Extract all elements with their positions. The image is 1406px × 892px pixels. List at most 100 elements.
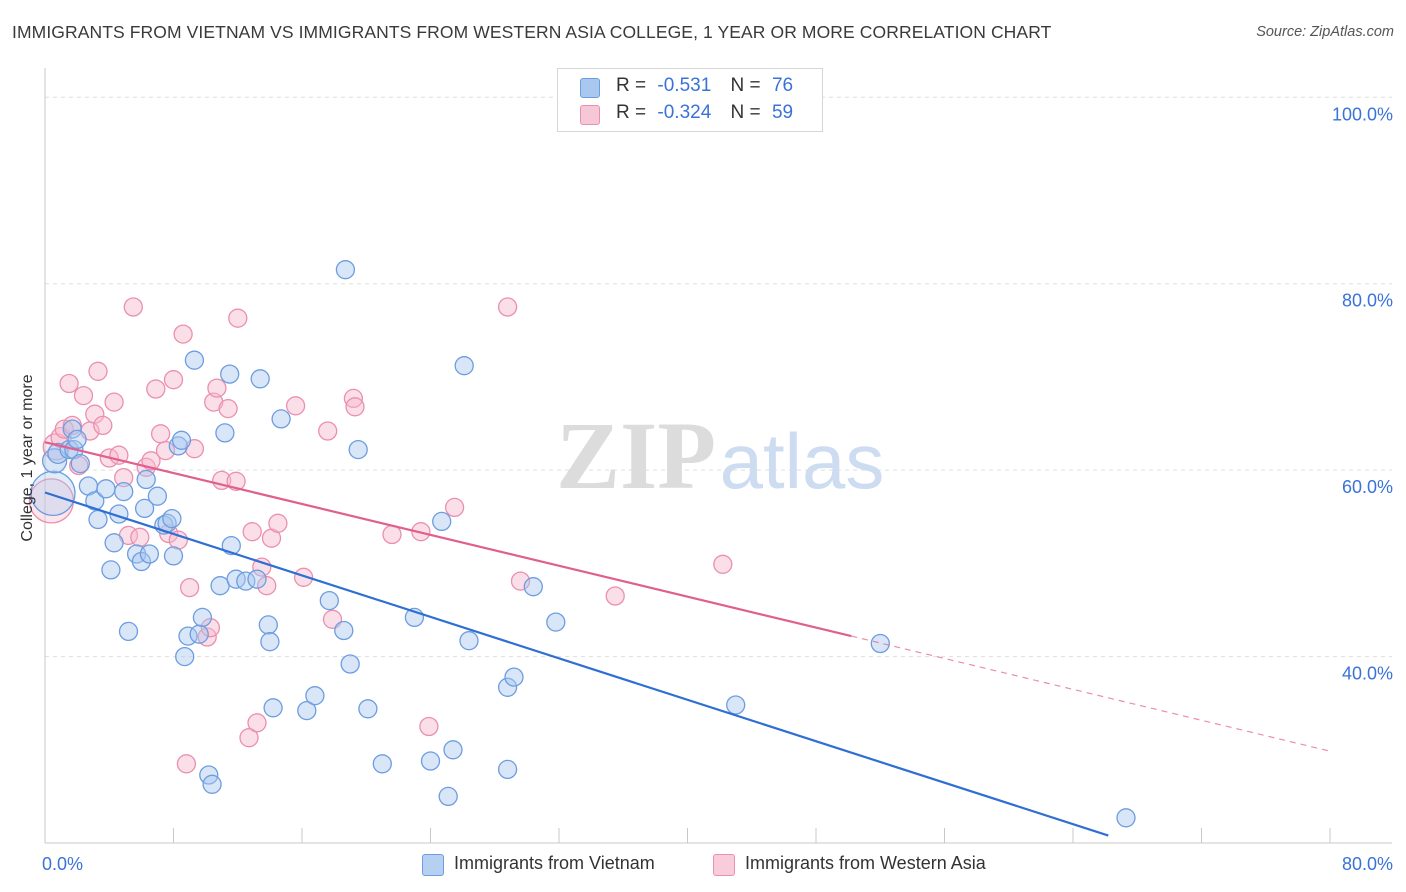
western-asia-point (73, 385, 94, 406)
western-asia-point (345, 397, 365, 417)
legend-n-label: N = (730, 75, 761, 96)
western-asia-point (59, 373, 79, 394)
watermark-atlas: atlas (720, 417, 885, 505)
vietnam-point (432, 511, 452, 532)
western-asia-point (176, 754, 197, 774)
western-asia-point (239, 728, 259, 748)
vietnam-point (340, 654, 360, 674)
western-asia-point (173, 324, 193, 344)
vietnam-point (210, 576, 230, 596)
vietnam-point (870, 633, 890, 654)
vietnam-point (96, 479, 116, 499)
stats-legend: R = -0.531 N = 76 R = -0.324 N = 59 (557, 68, 823, 132)
vietnam-point (114, 481, 134, 502)
western-asia-point (247, 713, 267, 733)
vietnam-point (139, 544, 160, 564)
vietnam-point (220, 364, 240, 384)
vietnam-point (260, 632, 280, 652)
vietnam-point (305, 686, 325, 706)
legend-label-vietnam: Immigrants from Vietnam (454, 853, 655, 873)
y-tick-label: 80.0% (1342, 291, 1393, 311)
western-asia-point (207, 378, 227, 398)
legend-swatch-vietnam (422, 854, 444, 876)
vietnam-point (30, 470, 76, 517)
vietnam-point (263, 698, 283, 718)
western-asia-point (419, 716, 439, 737)
vietnam-point (147, 486, 168, 506)
vietnam-point (168, 436, 188, 456)
legend-r-value: -0.324 (657, 102, 712, 123)
vietnam-point (258, 615, 278, 635)
western-asia-point (168, 530, 188, 550)
western-asia-point (163, 370, 184, 390)
vietnam-point (546, 612, 566, 632)
vietnam-point (226, 569, 246, 589)
vietnam-point (104, 533, 124, 553)
western-asia-point (218, 398, 238, 419)
western-asia-point (226, 471, 246, 491)
western-asia-point (242, 522, 262, 542)
western-asia-point (130, 527, 150, 547)
tick-labels: 40.0% 60.0% 80.0% 100.0% 0.0% 80.0% (42, 104, 1393, 874)
vietnam-point (67, 429, 87, 450)
vietnam-point (726, 695, 746, 715)
vietnam-point (319, 590, 339, 611)
vietnam-point (171, 430, 192, 450)
vietnam-point (134, 498, 155, 519)
chart-title: IMMIGRANTS FROM VIETNAM VS IMMIGRANTS FR… (12, 22, 1052, 42)
vietnam-point (85, 491, 105, 511)
legend-swatch-western-asia (713, 854, 735, 876)
western-asia-point (200, 618, 221, 638)
vietnam-point (497, 759, 518, 780)
vietnam-point (136, 469, 156, 490)
western-asia-point (123, 297, 143, 317)
data-points (28, 260, 1136, 828)
vietnam-point (88, 509, 108, 530)
vietnam-point (47, 442, 69, 465)
western-asia-point (179, 577, 200, 598)
vietnam-point (372, 754, 392, 774)
vietnam-point (454, 356, 474, 376)
vietnam-point (184, 350, 205, 370)
legend-n-value: 59 (771, 102, 794, 123)
western-asia-point (88, 361, 108, 381)
watermark-zip: ZIP (556, 402, 716, 509)
legend-r-value: -0.531 (657, 75, 712, 96)
vietnam-point (348, 439, 368, 460)
western-asia-point (497, 297, 518, 317)
western-asia-point (444, 497, 465, 518)
legend-text-western-asia: R = -0.324 N = 59 (616, 102, 793, 124)
vietnam-point (438, 786, 458, 807)
western-asia-point (605, 586, 625, 606)
vietnam-point (497, 677, 518, 697)
y-tick-label: 40.0% (1342, 664, 1393, 684)
legend-n-label: N = (730, 102, 761, 123)
legend-r-label: R = (616, 102, 647, 123)
western-asia-point (293, 567, 314, 587)
western-asia-point (155, 440, 176, 461)
legend-r-label: R = (616, 75, 647, 96)
western-asia-point (318, 421, 338, 441)
x-tick-label: 80.0% (1342, 854, 1393, 874)
western-asia-point (93, 415, 113, 436)
vietnam-point (523, 577, 543, 597)
vietnam-point (297, 700, 317, 721)
vietnam-point (62, 419, 82, 439)
western-asia-point (228, 308, 248, 328)
legend-text-vietnam: R = -0.531 N = 76 (616, 75, 793, 97)
western-asia-point (285, 396, 306, 416)
legend-label-western-asia: Immigrants from Western Asia (745, 853, 986, 873)
western-asia-point (141, 451, 161, 471)
vietnam-point (250, 369, 270, 389)
vietnam-point (504, 667, 524, 687)
vietnam-point (334, 620, 354, 641)
vietnam-point (175, 646, 195, 667)
vietnam-point (162, 508, 182, 529)
vietnam-point (358, 699, 378, 719)
vietnam-point (420, 751, 441, 771)
vietnam-point (189, 624, 209, 644)
vietnam-trend-line (44, 491, 1109, 837)
y-axis-label: College, 1 year or more (19, 374, 36, 542)
western-asia-trend-extension (851, 635, 1331, 752)
western-asia-point (150, 424, 171, 444)
